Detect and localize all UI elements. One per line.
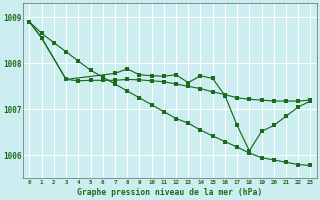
X-axis label: Graphe pression niveau de la mer (hPa): Graphe pression niveau de la mer (hPa): [77, 188, 263, 197]
